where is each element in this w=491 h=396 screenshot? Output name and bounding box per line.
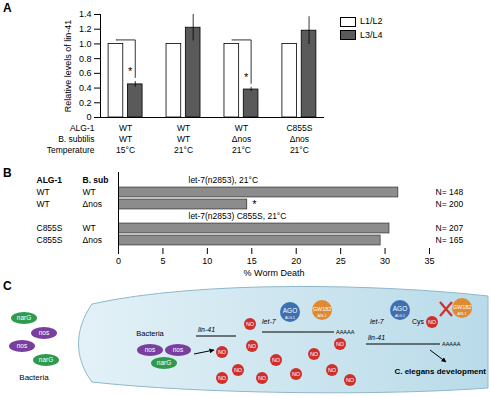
svg-text:AIN-1: AIN-1 — [458, 312, 467, 316]
svg-text:0.4: 0.4 — [79, 83, 92, 93]
svg-text:N= 207: N= 207 — [436, 223, 464, 233]
svg-text:let-7: let-7 — [370, 318, 385, 325]
svg-text:NO: NO — [234, 367, 243, 373]
svg-text:1.2: 1.2 — [79, 24, 92, 34]
svg-text:AAAAA: AAAAA — [336, 329, 355, 335]
svg-text:*: * — [252, 198, 257, 210]
svg-text:NO: NO — [218, 349, 227, 355]
svg-text:21°C: 21°C — [174, 145, 193, 155]
svg-text:Temperature: Temperature — [47, 145, 95, 155]
svg-text:Δnos: Δnos — [83, 199, 102, 209]
svg-text:C855S: C855S — [286, 123, 312, 133]
svg-text:0: 0 — [116, 256, 121, 266]
svg-text:ALG-1: ALG-1 — [70, 123, 95, 133]
svg-text:NO: NO — [248, 343, 257, 349]
svg-text:15°C: 15°C — [116, 145, 135, 155]
svg-text:nos: nos — [39, 329, 50, 336]
svg-text:WT: WT — [83, 187, 96, 197]
svg-text:NO: NO — [246, 321, 255, 327]
svg-text:WT: WT — [177, 123, 190, 133]
svg-text:0.6: 0.6 — [79, 68, 92, 78]
svg-text:25: 25 — [336, 256, 346, 266]
svg-text:let-7(n2853), 21°C: let-7(n2853), 21°C — [189, 175, 259, 185]
svg-text:WT: WT — [177, 134, 190, 144]
svg-text:0: 0 — [86, 112, 91, 122]
svg-text:Δnos: Δnos — [232, 134, 251, 144]
svg-text:N= 200: N= 200 — [436, 199, 464, 209]
svg-text:NO: NO — [346, 377, 355, 383]
svg-text:let-7: let-7 — [262, 318, 277, 325]
svg-text:nos: nos — [173, 346, 184, 353]
svg-text:AAAAA: AAAAA — [442, 341, 461, 347]
svg-text:narG: narG — [39, 356, 53, 363]
svg-text:AGO: AGO — [393, 305, 407, 312]
svg-text:*: * — [128, 65, 133, 77]
svg-text:ALG-1: ALG-1 — [395, 314, 405, 318]
svg-text:0.8: 0.8 — [79, 54, 92, 64]
svg-text:NO: NO — [292, 371, 301, 377]
svg-text:% Worm Death: % Worm Death — [244, 268, 305, 278]
svg-text:Cys: Cys — [412, 318, 425, 326]
svg-text:Δnos: Δnos — [83, 235, 102, 245]
svg-text:*: * — [244, 71, 249, 83]
svg-text:GW182: GW182 — [313, 306, 332, 312]
svg-text:NO: NO — [428, 319, 437, 325]
svg-text:B. sub: B. sub — [83, 175, 109, 185]
svg-text:Bacteria: Bacteria — [136, 329, 164, 338]
svg-text:C855S: C855S — [37, 235, 63, 245]
svg-text:NO: NO — [336, 341, 345, 347]
svg-text:GW182: GW182 — [453, 304, 472, 310]
svg-text:narG: narG — [17, 314, 31, 321]
svg-text:10: 10 — [202, 256, 212, 266]
svg-text:C855S: C855S — [37, 223, 63, 233]
svg-text:21°C: 21°C — [232, 145, 251, 155]
svg-text:NO: NO — [218, 375, 227, 381]
svg-text:WT: WT — [83, 223, 96, 233]
svg-text:30: 30 — [380, 256, 390, 266]
svg-text:NO: NO — [258, 375, 267, 381]
svg-text:N= 148: N= 148 — [436, 187, 464, 197]
svg-text:WT: WT — [37, 187, 50, 197]
svg-text:35: 35 — [424, 256, 434, 266]
svg-text:NO: NO — [272, 357, 281, 363]
svg-text:let-7(n2853) C855S, 21°C: let-7(n2853) C855S, 21°C — [189, 211, 287, 221]
svg-text:Relative levels of lin-41: Relative levels of lin-41 — [63, 20, 73, 113]
svg-text:WT: WT — [235, 123, 248, 133]
svg-text:5: 5 — [160, 256, 165, 266]
svg-text:NO: NO — [310, 351, 319, 357]
svg-text:lin-41: lin-41 — [198, 326, 215, 333]
svg-text:20: 20 — [291, 256, 301, 266]
html-text:A: A — [3, 1, 12, 15]
svg-text:1.0: 1.0 — [79, 39, 92, 49]
svg-text:lin-41: lin-41 — [368, 334, 385, 341]
html-text:B: B — [3, 166, 12, 180]
svg-text:Δnos: Δnos — [290, 134, 309, 144]
svg-text:B. subtilis: B. subtilis — [58, 134, 94, 144]
html-text:L1/L2: L1/L2 — [360, 16, 383, 26]
svg-text:C. elegans development: C. elegans development — [394, 367, 486, 376]
svg-text:ALG-1: ALG-1 — [37, 175, 63, 185]
svg-text:WT: WT — [119, 134, 132, 144]
svg-text:C: C — [3, 279, 12, 293]
html-text:L3/L4: L3/L4 — [360, 29, 383, 40]
svg-text:1.4: 1.4 — [79, 9, 92, 19]
svg-text:AIN-1: AIN-1 — [318, 314, 327, 318]
svg-text:AGO: AGO — [283, 307, 297, 314]
svg-text:WT: WT — [37, 199, 50, 209]
svg-text:narG: narG — [157, 359, 171, 366]
svg-text:N= 165: N= 165 — [436, 235, 464, 245]
svg-text:WT: WT — [119, 123, 132, 133]
svg-text:21°C: 21°C — [290, 145, 309, 155]
svg-text:nos: nos — [17, 342, 28, 349]
svg-text:0.2: 0.2 — [79, 98, 92, 108]
svg-text:15: 15 — [247, 256, 257, 266]
svg-text:ALG-1: ALG-1 — [285, 316, 295, 320]
svg-text:nos: nos — [145, 346, 156, 353]
svg-text:NO: NO — [328, 367, 337, 373]
svg-text:Bacteria: Bacteria — [19, 373, 49, 382]
